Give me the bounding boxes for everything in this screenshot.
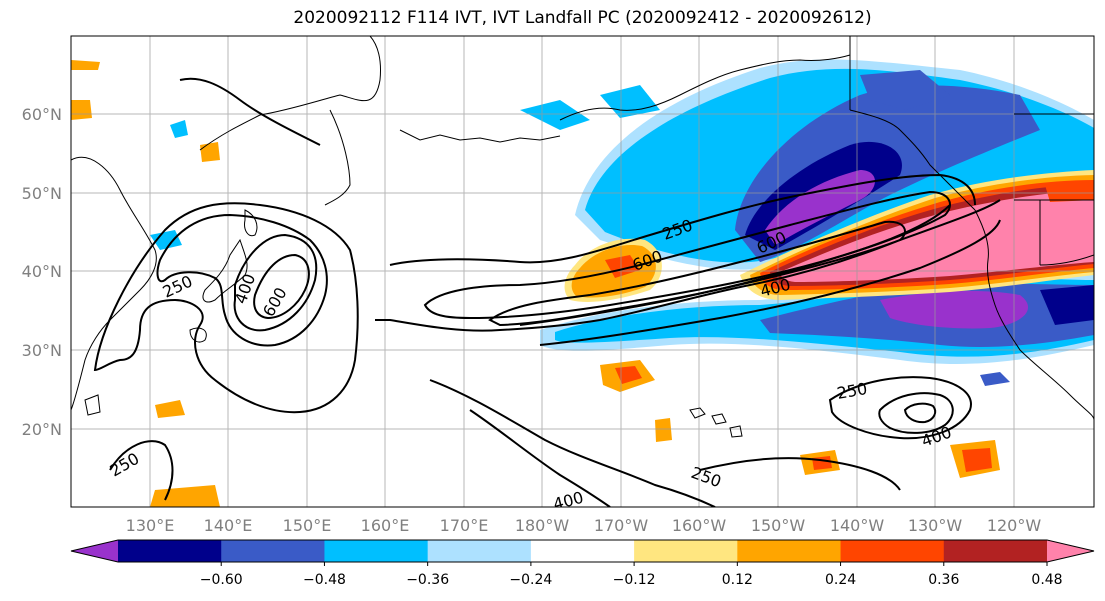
colorbar-segment xyxy=(427,540,532,562)
lon-tick-label: 120°W xyxy=(987,516,1042,535)
ivt-contours xyxy=(93,77,1001,507)
lon-tick-label: 170°E xyxy=(440,516,489,535)
lat-tick-label: 40°N xyxy=(22,262,62,281)
colorbar-extend-max xyxy=(1047,540,1094,562)
lon-tick-label: 150°E xyxy=(283,516,332,535)
lon-tick-label: 130°W xyxy=(908,516,963,535)
colorbar-tick-label: 0.36 xyxy=(928,572,959,588)
lon-tick-label: 160°W xyxy=(672,516,727,535)
pc-shading xyxy=(71,59,1094,507)
colorbar-tick-label: −0.12 xyxy=(613,572,656,588)
lon-tick-label: 150°W xyxy=(751,516,806,535)
colorbar-segment xyxy=(530,540,635,562)
map-plot-area: 250 400 600 250 600 600 400 250 400 250 … xyxy=(71,36,1094,514)
lon-tick-label: 140°W xyxy=(830,516,885,535)
colorbar-tick-label: 0.24 xyxy=(825,572,856,588)
lon-tick-label: 170°W xyxy=(594,516,649,535)
coastlines xyxy=(71,36,1094,438)
colorbar-segment xyxy=(840,540,945,562)
lat-tick-label: 60°N xyxy=(22,105,62,124)
lon-tick-label: 140°E xyxy=(204,516,253,535)
colorbar-segment xyxy=(737,540,842,562)
lat-tick-label: 50°N xyxy=(22,184,62,203)
colorbar-segment xyxy=(634,540,738,562)
colorbar-extend-min xyxy=(71,540,118,562)
lat-tick-label: 20°N xyxy=(22,420,62,439)
map-frame xyxy=(70,35,1095,508)
colorbar-tick-label: 0.48 xyxy=(1031,572,1062,588)
lon-tick-label: 180°W xyxy=(515,516,570,535)
colorbar-segment xyxy=(943,540,1048,562)
lat-tick-label: 30°N xyxy=(22,341,62,360)
colorbar-segment xyxy=(324,540,429,562)
colorbar-tick-label: −0.24 xyxy=(509,572,552,588)
colorbar: −0.60 −0.48 −0.36 −0.24 −0.12 0.12 0.24 0.36 0.4… xyxy=(70,539,1095,588)
colorbar-segment xyxy=(118,540,222,562)
contour-label: 400 xyxy=(551,488,585,514)
colorbar-tick-label: −0.48 xyxy=(303,572,346,588)
colorbar-tick-label: −0.36 xyxy=(406,572,449,588)
lon-tick-label: 130°E xyxy=(126,516,175,535)
lon-tick-label: 160°E xyxy=(361,516,410,535)
map-title: 2020092112 F114 IVT, IVT Landfall PC (20… xyxy=(293,8,872,28)
colorbar-tick-label: −0.60 xyxy=(200,572,243,588)
colorbar-segment xyxy=(221,540,325,562)
colorbar-tick-label: 0.12 xyxy=(722,572,753,588)
